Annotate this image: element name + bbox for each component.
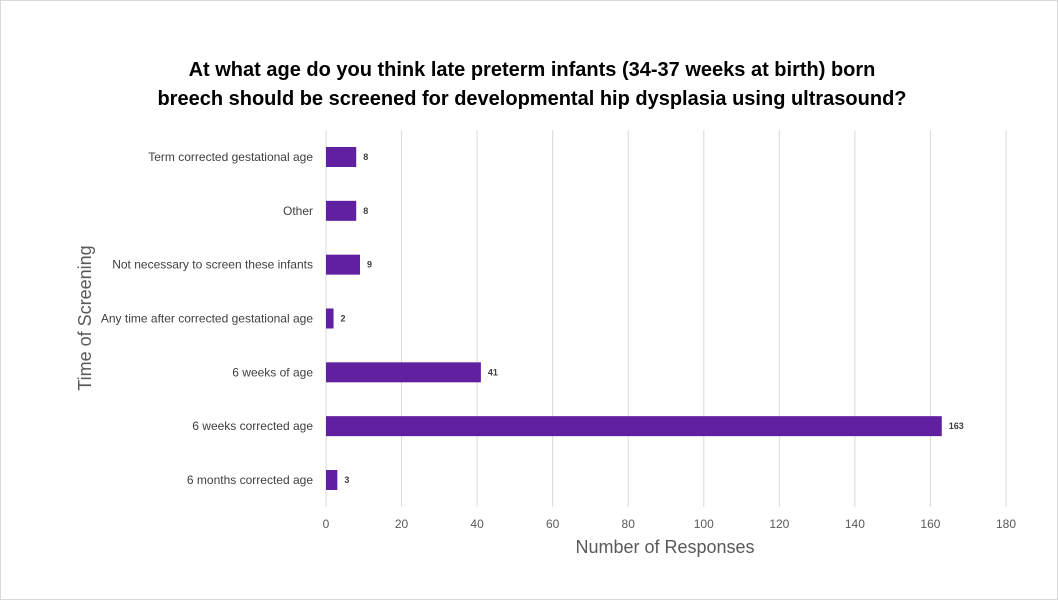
bar: [326, 254, 360, 275]
category-label: 6 weeks of age: [232, 365, 313, 379]
x-tick-labels: 0 20 40 60 80 100 120 140 160 180: [323, 517, 1017, 531]
x-tick-label: 160: [920, 517, 940, 531]
bar: [326, 469, 338, 490]
x-tick-label: 100: [694, 517, 714, 531]
x-tick-label: 60: [546, 517, 560, 531]
data-label: 8: [363, 206, 368, 216]
category-label: Any time after corrected gestational age: [101, 311, 313, 325]
x-tick-label: 180: [996, 517, 1016, 531]
bar: [326, 362, 481, 383]
x-axis-title: Number of Responses: [575, 537, 754, 557]
category-label: Other: [283, 204, 313, 218]
data-label: 9: [367, 260, 372, 270]
data-label: 163: [949, 421, 964, 431]
x-tick-label: 120: [769, 517, 789, 531]
data-label: 41: [488, 367, 498, 377]
category-label: 6 weeks corrected age: [192, 419, 313, 433]
category-label: Term corrected gestational age: [148, 150, 313, 164]
data-labels: 8 8 9 2 41 163 3: [341, 152, 964, 485]
bars: [326, 147, 942, 490]
x-tick-label: 40: [470, 517, 484, 531]
x-tick-label: 140: [845, 517, 865, 531]
bar: [326, 416, 942, 437]
x-tick-label: 20: [395, 517, 409, 531]
y-axis-title: Time of Screening: [75, 245, 95, 390]
gridlines: [325, 130, 1007, 507]
chart-title-line-2: breech should be screened for developmen…: [157, 88, 906, 110]
data-label: 2: [341, 313, 346, 323]
category-label: Not necessary to screen these infants: [112, 258, 313, 272]
category-label: 6 months corrected age: [187, 473, 313, 487]
data-label: 3: [344, 475, 349, 485]
chart-title: At what age do you think late preterm in…: [157, 59, 906, 110]
x-tick-label: 0: [323, 517, 330, 531]
data-label: 8: [363, 152, 368, 162]
bar: [326, 147, 357, 167]
x-tick-label: 80: [622, 517, 636, 531]
chart-title-line-1: At what age do you think late preterm in…: [189, 59, 876, 81]
bar: [326, 308, 334, 329]
category-labels: Term corrected gestational age Other Not n…: [101, 150, 313, 487]
bar: [326, 200, 357, 221]
